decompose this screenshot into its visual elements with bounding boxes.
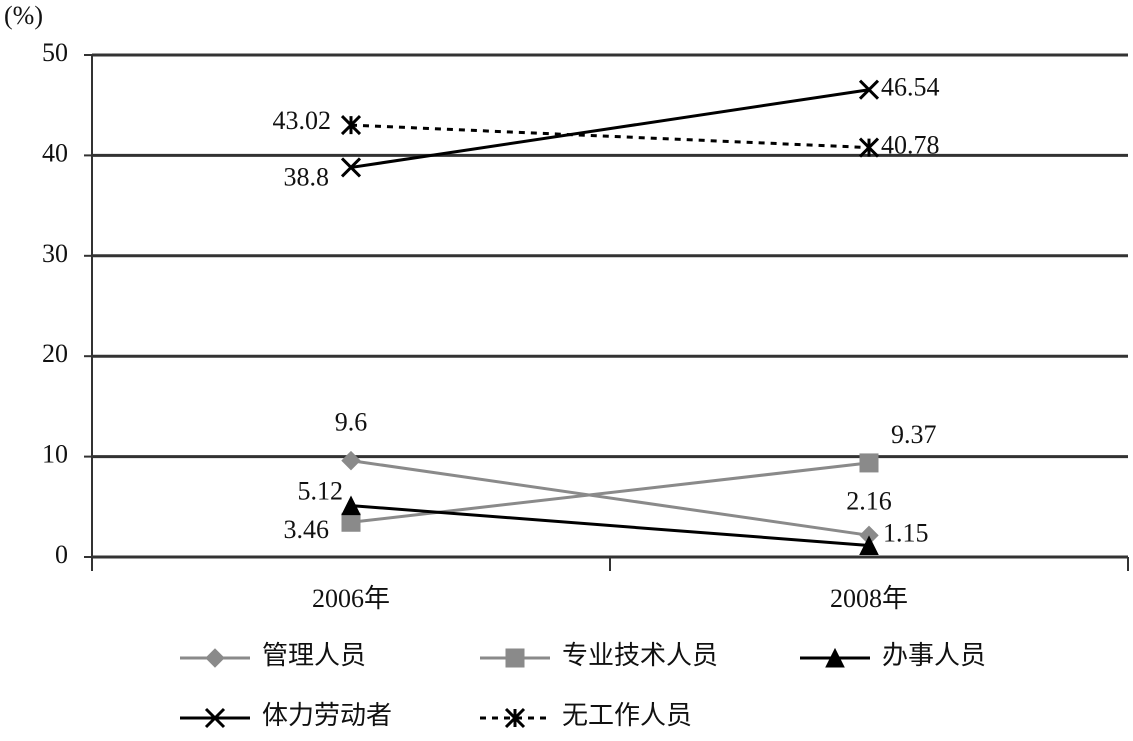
legend-entry: 办事人员 [800, 641, 986, 670]
marker [858, 79, 880, 100]
legend-label: 专业技术人员 [562, 641, 718, 670]
y-tick-label: 20 [42, 339, 68, 368]
data-label: 9.37 [891, 420, 937, 449]
legend-label: 办事人员 [882, 641, 986, 670]
legend-entry: 无工作人员 [480, 701, 692, 730]
legend-label: 管理人员 [262, 641, 366, 670]
data-label: 3.46 [284, 515, 330, 544]
marker [859, 453, 879, 473]
legend-entry: 管理人员 [180, 641, 366, 670]
series-line [350, 459, 870, 537]
marker [825, 647, 845, 668]
y-tick-label: 10 [42, 440, 68, 469]
y-tick-label: 30 [42, 239, 68, 268]
marker [204, 707, 226, 729]
marker [505, 648, 525, 668]
marker [341, 512, 361, 532]
data-label: 38.8 [284, 162, 330, 191]
x-tick-label: 2006年 [312, 584, 390, 613]
series-line [350, 88, 870, 169]
marker [341, 450, 361, 471]
marker [858, 137, 880, 158]
y-axis-label: (%) [4, 1, 43, 30]
marker [340, 157, 362, 178]
series-line [350, 504, 870, 547]
data-label: 1.15 [883, 518, 929, 547]
y-tick-label: 40 [42, 138, 68, 167]
marker [205, 648, 225, 668]
data-label: 43.02 [273, 106, 332, 135]
series-line [350, 123, 870, 150]
data-label: 5.12 [298, 477, 344, 506]
legend-label: 体力劳动者 [262, 701, 392, 730]
x-tick-label: 2008年 [830, 584, 908, 613]
data-label: 2.16 [846, 486, 892, 515]
data-label: 40.78 [881, 131, 940, 160]
marker [504, 707, 526, 729]
marker [341, 495, 361, 516]
y-tick-label: 50 [42, 38, 68, 67]
marker [340, 115, 362, 136]
legend-entry: 专业技术人员 [480, 641, 718, 670]
y-tick-label: 0 [55, 540, 68, 569]
marker [859, 535, 879, 555]
legend-entry: 体力劳动者 [180, 701, 392, 730]
legend-label: 无工作人员 [562, 701, 692, 730]
data-label: 9.6 [335, 408, 368, 437]
data-label: 46.54 [881, 73, 940, 102]
